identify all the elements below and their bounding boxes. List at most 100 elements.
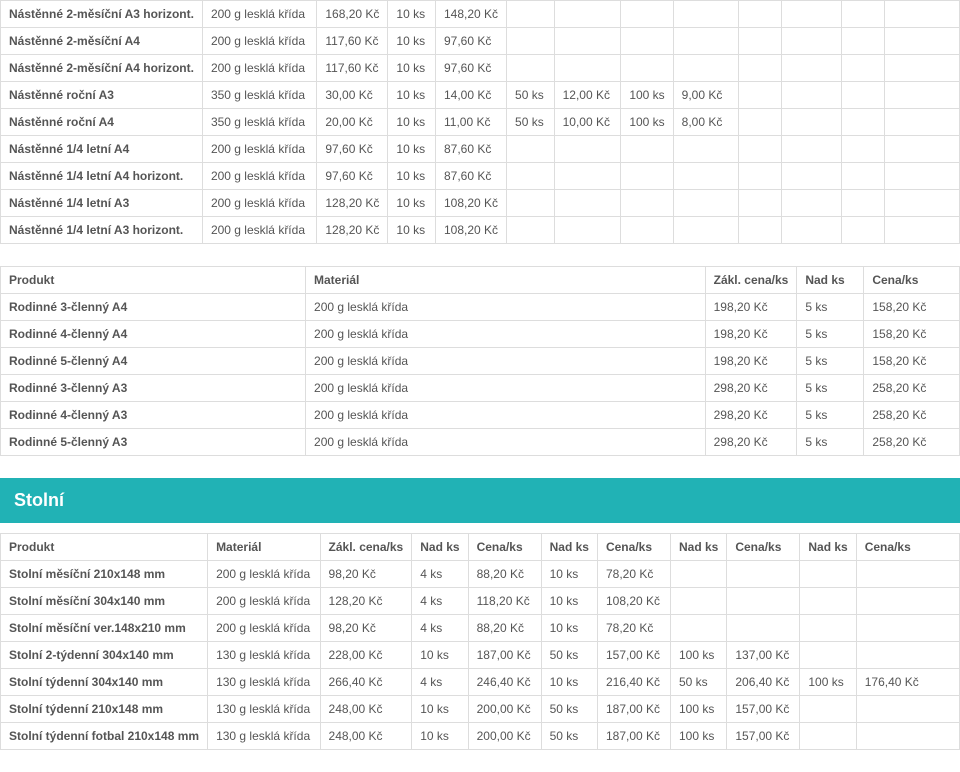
data-cell — [800, 723, 856, 750]
data-cell: 10 ks — [412, 696, 468, 723]
data-cell: 200,00 Kč — [468, 696, 541, 723]
data-cell — [507, 190, 555, 217]
data-cell: 10 ks — [541, 588, 597, 615]
data-cell: 200 g lesklá křída — [208, 561, 320, 588]
data-cell — [507, 136, 555, 163]
data-cell: 10 ks — [388, 109, 436, 136]
table-header-cell: Nad ks — [541, 534, 597, 561]
data-cell: 50 ks — [541, 642, 597, 669]
table-row: Stolní týdenní fotbal 210x148 mm130 g le… — [1, 723, 960, 750]
data-cell: 137,00 Kč — [727, 642, 800, 669]
table-row: Nástěnné 2-měsíční A4 horizont.200 g les… — [1, 55, 960, 82]
data-cell: 87,60 Kč — [436, 136, 507, 163]
data-cell: 30,00 Kč — [317, 82, 388, 109]
product-cell: Rodinné 5-členný A4 — [1, 348, 306, 375]
table-header-row: ProduktMateriálZákl. cena/ksNad ksCena/k… — [1, 534, 960, 561]
data-cell: 117,60 Kč — [317, 55, 388, 82]
data-cell — [884, 82, 959, 109]
table-row: Stolní měsíční 304x140 mm200 g lesklá kř… — [1, 588, 960, 615]
data-cell: 20,00 Kč — [317, 109, 388, 136]
table-row: Nástěnné 2-měsíční A4200 g lesklá křída1… — [1, 28, 960, 55]
product-cell: Nástěnné 1/4 letní A3 — [1, 190, 203, 217]
data-cell — [739, 190, 782, 217]
data-cell: 200 g lesklá křída — [202, 217, 316, 244]
data-cell — [856, 588, 959, 615]
data-cell: 258,20 Kč — [864, 429, 960, 456]
data-cell — [782, 217, 841, 244]
data-cell — [884, 163, 959, 190]
data-cell: 5 ks — [797, 348, 864, 375]
data-cell: 258,20 Kč — [864, 375, 960, 402]
data-cell — [507, 217, 555, 244]
table-row: Rodinné 4-členný A4200 g lesklá křída198… — [1, 321, 960, 348]
table-header-cell: Produkt — [1, 267, 306, 294]
table-row: Stolní 2-týdenní 304x140 mm130 g lesklá … — [1, 642, 960, 669]
data-cell: 118,20 Kč — [468, 588, 541, 615]
data-cell: 198,20 Kč — [705, 321, 797, 348]
table-stolni: ProduktMateriálZákl. cena/ksNad ksCena/k… — [0, 533, 960, 750]
data-cell: 206,40 Kč — [727, 669, 800, 696]
data-cell: 78,20 Kč — [597, 561, 670, 588]
table-header-cell: Nad ks — [797, 267, 864, 294]
product-cell: Rodinné 4-členný A3 — [1, 402, 306, 429]
table-row: Nástěnné 2-měsíční A3 horizont.200 g les… — [1, 1, 960, 28]
data-cell: 200 g lesklá křída — [202, 163, 316, 190]
table-header-cell: Zákl. cena/ks — [705, 267, 797, 294]
data-cell: 10 ks — [541, 615, 597, 642]
data-cell — [621, 1, 673, 28]
data-cell: 10 ks — [412, 642, 468, 669]
data-cell — [884, 217, 959, 244]
data-cell: 350 g lesklá křída — [202, 109, 316, 136]
data-cell: 88,20 Kč — [468, 615, 541, 642]
data-cell — [621, 28, 673, 55]
data-cell: 350 g lesklá křída — [202, 82, 316, 109]
section-header-stolni: Stolní — [0, 478, 960, 523]
data-cell — [673, 136, 739, 163]
data-cell: 200 g lesklá křída — [306, 429, 706, 456]
data-cell — [673, 55, 739, 82]
data-cell — [841, 163, 884, 190]
data-cell — [670, 561, 726, 588]
data-cell: 216,40 Kč — [597, 669, 670, 696]
data-cell — [782, 1, 841, 28]
data-cell — [621, 217, 673, 244]
data-cell — [856, 642, 959, 669]
data-cell: 10 ks — [541, 669, 597, 696]
data-cell — [884, 190, 959, 217]
table-row: Stolní týdenní 210x148 mm130 g lesklá kř… — [1, 696, 960, 723]
data-cell: 97,60 Kč — [436, 28, 507, 55]
data-cell: 50 ks — [541, 723, 597, 750]
table-row: Nástěnné 1/4 letní A4200 g lesklá křída9… — [1, 136, 960, 163]
data-cell: 298,20 Kč — [705, 429, 797, 456]
data-cell — [554, 163, 621, 190]
data-cell — [727, 615, 800, 642]
table-header-cell: Materiál — [208, 534, 320, 561]
data-cell: 128,20 Kč — [317, 190, 388, 217]
product-cell: Stolní měsíční 210x148 mm — [1, 561, 208, 588]
data-cell: 97,60 Kč — [317, 136, 388, 163]
data-cell — [782, 163, 841, 190]
data-cell: 10 ks — [388, 55, 436, 82]
data-cell: 11,00 Kč — [436, 109, 507, 136]
data-cell: 187,00 Kč — [468, 642, 541, 669]
data-cell: 158,20 Kč — [864, 348, 960, 375]
data-cell: 148,20 Kč — [436, 1, 507, 28]
data-cell: 4 ks — [412, 615, 468, 642]
data-cell — [507, 163, 555, 190]
data-cell: 100 ks — [621, 82, 673, 109]
table-row: Stolní měsíční 210x148 mm200 g lesklá kř… — [1, 561, 960, 588]
data-cell: 97,60 Kč — [317, 163, 388, 190]
data-cell: 108,20 Kč — [436, 217, 507, 244]
data-cell — [739, 109, 782, 136]
table-header-cell: Cena/ks — [864, 267, 960, 294]
data-cell — [800, 642, 856, 669]
data-cell — [884, 55, 959, 82]
data-cell: 10,00 Kč — [554, 109, 621, 136]
table-header-cell: Zákl. cena/ks — [320, 534, 412, 561]
data-cell: 10 ks — [388, 136, 436, 163]
data-cell: 108,20 Kč — [597, 588, 670, 615]
data-cell: 98,20 Kč — [320, 561, 412, 588]
data-cell — [782, 82, 841, 109]
table-family: ProduktMateriálZákl. cena/ksNad ksCena/k… — [0, 266, 960, 456]
data-cell: 100 ks — [670, 696, 726, 723]
